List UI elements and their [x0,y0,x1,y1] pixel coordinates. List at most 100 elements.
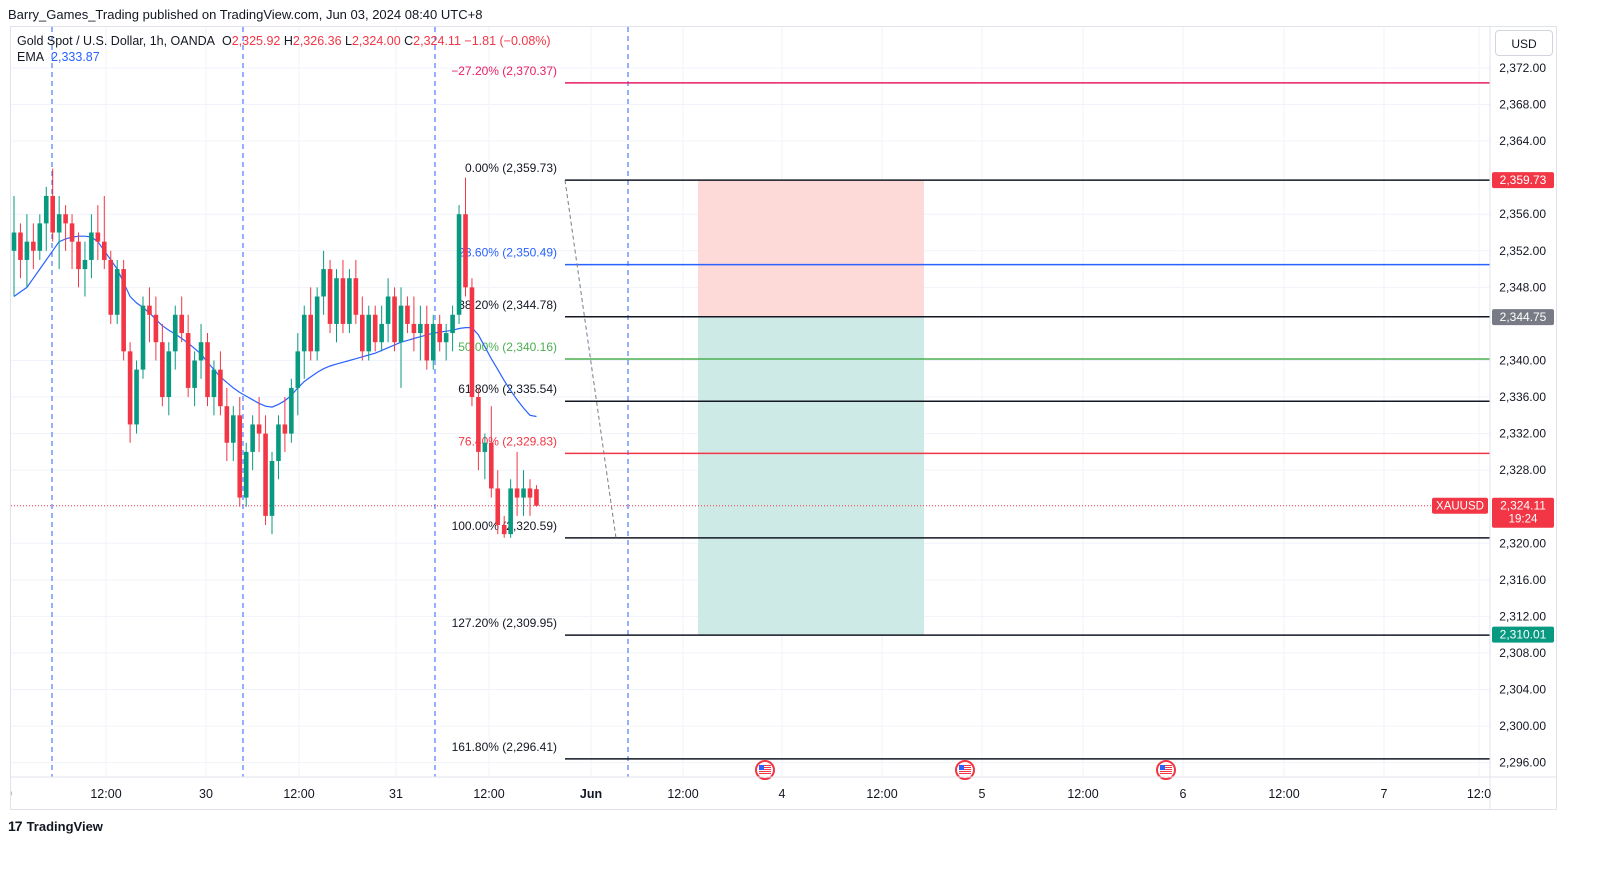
price-tick-label: 2,300.00 [1499,719,1546,733]
ema-legend[interactable]: EMA 2,333.87 [17,50,100,64]
candle-body [269,461,275,516]
candle-body [140,305,146,370]
candle-body [334,278,339,324]
candle-body [224,406,230,443]
candle-body [469,287,475,398]
time-tick-label: Jun [580,787,602,801]
candle-body [205,342,210,398]
ema-line [13,235,537,418]
candle-body [43,195,49,224]
candle-body [160,342,165,398]
publish-info: Barry_Games_Trading published on Trading… [8,7,483,22]
fib-level-label: 23.60% (2,350.49) [458,246,557,260]
fib-level-label: 38.20% (2,344.78) [458,298,557,312]
candle-body [198,342,204,361]
flag-canton [959,765,964,770]
candle-body [250,424,255,452]
currency-button[interactable]: USD [1495,30,1553,56]
close-label: C [404,34,414,48]
flag-stripe [959,771,971,772]
candle-body [166,351,172,398]
candle-body [76,241,81,270]
ema-value: 2,333.87 [51,50,100,64]
candle-body [489,442,494,489]
candle-body [185,333,191,388]
candle-body [50,195,55,233]
symbol-legend[interactable]: Gold Spot / U.S. Dollar, 1h, OANDA O2,32… [17,34,551,48]
time-tick-label: 5 [979,787,986,801]
price-tick-label: 2,336.00 [1499,390,1546,404]
flag-stripe [1160,765,1172,766]
open-label: O [221,34,232,48]
fib-level-label: 127.20% (2,309.95) [452,616,557,630]
price-tag-bg [1492,626,1554,643]
high-value: 2,326.36 [292,34,342,48]
ema-label: EMA [17,50,45,64]
candle-body [218,369,223,407]
us-flag-icon [955,760,975,780]
candle-body [366,314,372,352]
candle-body [321,269,326,297]
time-tick-label: 12:00 [1268,787,1299,801]
open-value: 2,325.92 [231,34,281,48]
flag-stripe [959,765,971,766]
position-zones [698,180,924,635]
time-tick-label: 6 [1180,787,1187,801]
price-tick-label: 2,364.00 [1499,134,1546,148]
candle-body [437,323,442,343]
candle-body [301,314,307,352]
candle-body [379,323,384,343]
candles [11,168,539,538]
candle-body [95,232,101,242]
flag-stripe [1160,771,1172,772]
candle-body [501,525,507,535]
price-tick-label: 2,308.00 [1499,646,1546,660]
fib-level-label: 161.80% (2,296.41) [452,740,557,754]
flag-stripe [1160,769,1172,770]
us-flag-icon [1156,760,1176,780]
candle-body [172,314,178,352]
candle-body [56,214,62,233]
fib-level-label: 61.80% (2,335.54) [458,382,557,396]
candle-body [385,296,391,324]
candle-body [353,278,359,315]
take-profit-zone [698,317,924,635]
candle-body [456,214,462,315]
flag-stripe [759,773,771,774]
time-tick-label: 31 [389,787,403,801]
price-tag-label: 2,310.01 [1500,628,1547,642]
stop-loss-zone [698,180,924,318]
current-price-line: XAUUSD [11,497,1490,514]
price-chart[interactable]: −27.20% (2,370.37) 0.00% (2,359.73) 23.60%… [11,27,1556,809]
candle-body [179,314,184,334]
candle-body [11,232,17,251]
price-tick-label: 2,372.00 [1499,61,1546,75]
candle-body [405,305,410,324]
tradingview-branding[interactable]: 17 TradingView [8,818,103,834]
symbol-tag-bg [1432,497,1488,514]
candle-body [308,314,313,352]
chart-frame: −27.20% (2,370.37) 0.00% (2,359.73) 23.60%… [10,26,1557,810]
time-tick-label: 7 [1381,787,1388,801]
candle-body [424,323,430,361]
countdown-label: 19:24 [1509,514,1538,526]
candle-body [372,314,378,343]
fib-level-label: 76.40% (2,329.83) [458,434,557,448]
current-price-tag: 2,324.11 [1500,499,1546,513]
candle-body [527,488,533,498]
flag-canton [759,765,764,770]
tradingview-name: TradingView [26,818,103,834]
candle-body [114,269,120,315]
price-tick-label: 2,328.00 [1499,463,1546,477]
price-tick-label: 2,316.00 [1499,573,1546,587]
candle-body [534,489,539,506]
time-tick-label: 30 [199,787,213,801]
time-tick-label: 12:00 [90,787,121,801]
candle-body [482,442,488,452]
fib-level-label: −27.20% (2,370.37) [451,64,557,78]
candle-body [508,488,513,535]
candle-body [31,241,36,251]
low-label: L [345,34,352,48]
fib-level-label: 0.00% (2,359.73) [465,161,557,175]
candle-body [418,323,423,334]
